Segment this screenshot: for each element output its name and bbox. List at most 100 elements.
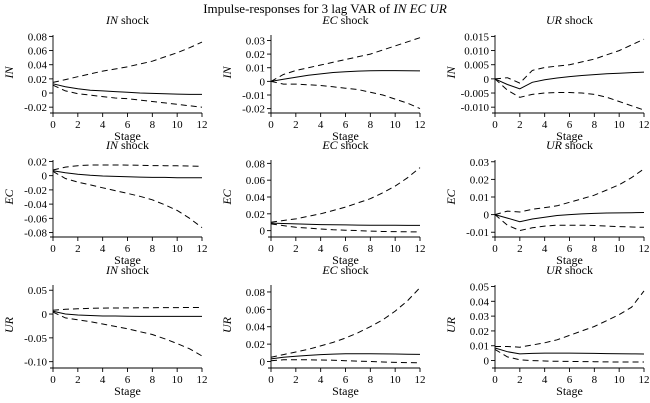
- y-tick-label: -0.02: [24, 185, 47, 197]
- figure-title-prefix: Impulse-responses for 3 lag VAR of: [203, 1, 393, 16]
- panel-title: UR shock: [546, 13, 593, 27]
- y-tick-label: 0.02: [246, 339, 265, 351]
- y-tick-label: -0.02: [242, 104, 265, 116]
- x-tick-label: 12: [639, 119, 650, 131]
- y-tick-label: 0.02: [246, 209, 265, 221]
- y-tick-label: 0.08: [246, 287, 266, 299]
- panel-title: EC shock: [321, 138, 368, 152]
- y-tick-label: 0: [42, 309, 48, 321]
- x-tick-label: 0: [50, 119, 56, 131]
- x-tick-label: 6: [567, 243, 573, 255]
- y-tick-label: -0.06: [24, 213, 47, 225]
- y-tick-label: 0.04: [246, 322, 266, 334]
- panel-title-var: UR: [546, 13, 563, 27]
- irf-panel: EC shock 0 0.02 0.04 0.06 0.08 0 2 4 6 8 10 12 Stage E…: [220, 138, 426, 267]
- y-axis-label: IN: [220, 66, 234, 80]
- panel-title-suffix: shock: [118, 263, 149, 277]
- x-tick-label: 12: [197, 243, 208, 255]
- x-axis-label: Stage: [332, 129, 359, 143]
- x-tick-label: 10: [390, 119, 402, 131]
- x-tick-label: 4: [318, 374, 324, 386]
- panel-title-suffix: shock: [562, 138, 593, 152]
- x-tick-label: 2: [517, 119, 523, 131]
- irf-panel: IN shock -0.10 -0.05 0 0.05 0 2 4 6 8 10 12 Stage UR: [2, 263, 208, 398]
- impulse-response-line: [494, 347, 645, 355]
- panel-title-var: EC: [321, 13, 338, 27]
- confidence-band-line: [52, 170, 203, 229]
- confidence-band-line: [494, 38, 645, 84]
- y-axis-label: IN: [2, 66, 16, 80]
- y-tick-label: -0.08: [24, 228, 47, 240]
- impulse-response-line: [270, 222, 420, 226]
- x-tick-label: 2: [75, 243, 81, 255]
- panel-title-suffix: shock: [118, 13, 149, 27]
- y-axis-label: EC: [444, 188, 458, 205]
- x-tick-label: 12: [639, 374, 650, 386]
- x-axis-label: Stage: [114, 384, 141, 398]
- panel-title: EC shock: [321, 263, 368, 277]
- y-axis-label: EC: [2, 188, 16, 205]
- confidence-band-line: [270, 37, 421, 82]
- x-tick-label: 0: [50, 374, 56, 386]
- x-tick-label: 12: [197, 374, 208, 386]
- y-tick-label: 0.01: [246, 63, 265, 75]
- y-tick-label: 0.01: [470, 341, 489, 353]
- panel-title-var: EC: [321, 138, 338, 152]
- x-axis-label: Stage: [556, 253, 583, 267]
- x-tick-label: 4: [318, 243, 324, 255]
- x-tick-label: 8: [592, 374, 598, 386]
- y-tick-label: 0.03: [246, 35, 266, 47]
- x-tick-label: 2: [293, 243, 299, 255]
- x-tick-label: 0: [492, 374, 498, 386]
- x-tick-label: 10: [390, 243, 402, 255]
- impulse-response-line: [270, 353, 421, 360]
- panel-title-suffix: shock: [562, 263, 593, 277]
- x-tick-label: 8: [592, 119, 598, 131]
- figure-title: Impulse-responses for 3 lag VAR of IN EC…: [203, 1, 447, 16]
- x-axis-label: Stage: [332, 253, 359, 267]
- confidence-band-line: [494, 78, 645, 111]
- y-tick-label: 0.04: [28, 60, 48, 72]
- y-tick-label: 0.010: [464, 46, 489, 58]
- y-axis-label: UR: [2, 316, 16, 333]
- x-tick-label: 10: [172, 119, 184, 131]
- y-tick-label: -0.005: [461, 88, 490, 100]
- y-axis-label: UR: [220, 316, 234, 333]
- confidence-band-line: [494, 348, 644, 363]
- x-tick-label: 6: [343, 243, 349, 255]
- panel-title-suffix: shock: [562, 13, 593, 27]
- y-tick-label: 0.02: [28, 74, 47, 86]
- x-tick-label: 8: [150, 374, 156, 386]
- y-tick-label: 0: [260, 357, 266, 369]
- x-tick-label: 6: [125, 374, 131, 386]
- panel-title-var: UR: [546, 138, 563, 152]
- y-tick-label: 0.08: [246, 158, 266, 170]
- x-tick-label: 6: [125, 119, 131, 131]
- irf-panel: UR shock 0 0.01 0.02 0.03 0.04 0.05 0 2 4 6 8 10 12 St…: [444, 263, 650, 398]
- y-tick-label: 0.05: [470, 281, 490, 293]
- confidence-band-line: [494, 214, 645, 232]
- x-tick-label: 8: [150, 243, 156, 255]
- x-tick-label: 4: [542, 374, 548, 386]
- confidence-band-line: [270, 359, 421, 364]
- x-tick-label: 6: [567, 374, 573, 386]
- x-axis-label: Stage: [332, 384, 359, 398]
- confidence-band-line: [270, 167, 421, 223]
- x-tick-label: 0: [268, 374, 274, 386]
- y-tick-label: 0.03: [470, 157, 490, 169]
- y-tick-label: 0: [260, 226, 266, 238]
- y-tick-label: -0.010: [461, 102, 490, 114]
- confidence-band-line: [270, 80, 421, 110]
- x-tick-label: 6: [567, 119, 573, 131]
- x-tick-label: 4: [542, 119, 548, 131]
- y-tick-label: 0.04: [246, 192, 266, 204]
- x-axis-label: Stage: [114, 129, 141, 143]
- impulse-response-line: [494, 71, 645, 90]
- x-tick-label: 4: [542, 243, 548, 255]
- x-tick-label: 10: [172, 243, 184, 255]
- y-axis-label: IN: [444, 66, 458, 80]
- y-axis-label: EC: [220, 188, 234, 205]
